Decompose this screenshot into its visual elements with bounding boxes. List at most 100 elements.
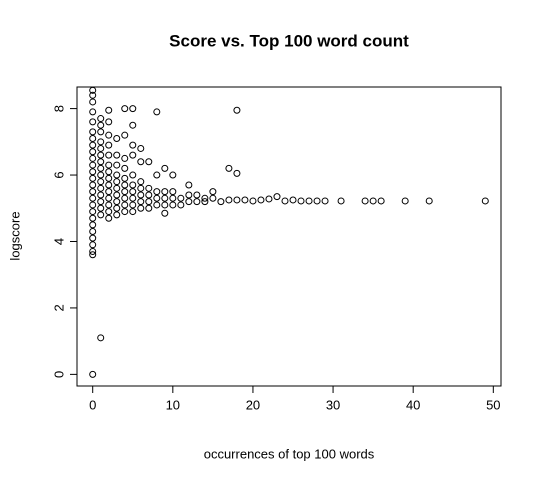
point (225, 196, 233, 204)
point (97, 178, 105, 186)
point (97, 115, 105, 123)
y-tick-label: 4 (51, 238, 66, 245)
y-tick-label: 0 (51, 371, 66, 378)
point (105, 181, 113, 189)
x-tick-label: 30 (326, 397, 340, 412)
point (89, 168, 97, 176)
point (97, 198, 105, 206)
point (121, 181, 129, 189)
point (265, 195, 273, 203)
point (377, 197, 385, 205)
point (233, 106, 241, 114)
point (129, 188, 137, 196)
point (129, 171, 137, 179)
point (89, 251, 97, 259)
point (129, 105, 137, 113)
point (113, 184, 121, 192)
point (105, 141, 113, 149)
point (209, 194, 217, 202)
point (105, 208, 113, 216)
point (113, 161, 121, 169)
point (169, 171, 177, 179)
point (89, 194, 97, 202)
point (137, 204, 145, 212)
point (97, 211, 105, 219)
point (89, 148, 97, 156)
point (89, 128, 97, 136)
point (201, 194, 209, 202)
point (305, 197, 313, 205)
point (153, 108, 161, 116)
point (89, 188, 97, 196)
point (137, 158, 145, 166)
point (249, 197, 257, 205)
point (153, 194, 161, 202)
point (121, 174, 129, 182)
point (137, 198, 145, 206)
x-tick-label: 40 (406, 397, 420, 412)
point (185, 181, 193, 189)
point (193, 198, 201, 206)
point (89, 228, 97, 236)
point (113, 171, 121, 179)
point (361, 197, 369, 205)
point (97, 184, 105, 192)
point (217, 198, 225, 206)
point (97, 171, 105, 179)
point (401, 197, 409, 205)
point (105, 194, 113, 202)
point (145, 204, 153, 212)
point (281, 197, 289, 205)
point (89, 108, 97, 116)
point (177, 201, 185, 209)
point (273, 193, 281, 201)
point (177, 194, 185, 202)
point (89, 134, 97, 142)
point (89, 201, 97, 209)
point (97, 144, 105, 152)
point (113, 198, 121, 206)
point (145, 198, 153, 206)
point (121, 188, 129, 196)
point (129, 181, 137, 189)
point (105, 118, 113, 126)
point (105, 161, 113, 169)
point (89, 181, 97, 189)
point (97, 204, 105, 212)
point (297, 197, 305, 205)
point (129, 141, 137, 149)
point (113, 134, 121, 142)
point (161, 201, 169, 209)
point (89, 241, 97, 249)
point (169, 201, 177, 209)
point (113, 178, 121, 186)
x-axis-label: occurrences of top 100 words (204, 446, 375, 461)
point (121, 164, 129, 172)
point (161, 164, 169, 172)
point (113, 151, 121, 159)
point (97, 191, 105, 199)
point (145, 158, 153, 166)
x-tick-label: 0 (89, 397, 96, 412)
point (89, 370, 97, 378)
point (257, 196, 265, 204)
point (97, 128, 105, 136)
x-tick-label: 10 (166, 397, 180, 412)
point (105, 201, 113, 209)
point (161, 194, 169, 202)
point (89, 247, 97, 255)
point (153, 188, 161, 196)
point (193, 191, 201, 199)
point (129, 194, 137, 202)
point (97, 158, 105, 166)
point (89, 174, 97, 182)
point (137, 184, 145, 192)
point (105, 106, 113, 114)
point (161, 209, 169, 217)
point (425, 197, 433, 205)
point (121, 154, 129, 162)
point (97, 164, 105, 172)
point (129, 201, 137, 209)
point (225, 164, 233, 172)
point (105, 151, 113, 159)
